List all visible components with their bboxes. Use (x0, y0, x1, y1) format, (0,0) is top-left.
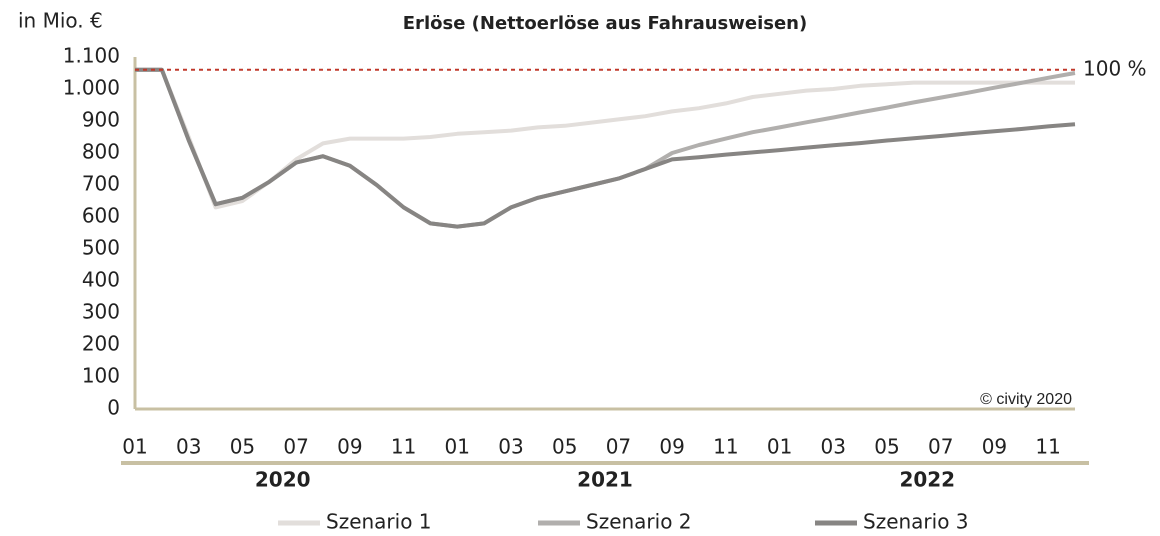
legend-label: Szenario 3 (863, 510, 969, 534)
x-tick-label: 05 (874, 435, 899, 459)
y-tick-label: 300 (82, 300, 120, 324)
x-tick-label: 11 (713, 435, 738, 459)
x-tick-label: 07 (283, 435, 308, 459)
reference-label: 100 % (1083, 56, 1147, 80)
chart-title: Erlöse (Nettoerlöse aus Fahrausweisen) (403, 13, 807, 34)
y-tick-label: 1.100 (63, 44, 120, 68)
y-tick-label: 1.000 (63, 76, 120, 100)
x-tick-label: 05 (552, 435, 577, 459)
y-tick-label: 0 (107, 396, 120, 420)
x-tick-label: 11 (391, 435, 416, 459)
y-tick-label: 200 (82, 332, 120, 356)
x-tick-label: 11 (1035, 435, 1060, 459)
x-tick-label: 09 (337, 435, 362, 459)
y-tick-label: 800 (82, 140, 120, 164)
y-tick-label: 500 (82, 236, 120, 260)
x-tick-label: 05 (230, 435, 255, 459)
x-tick-label: 09 (659, 435, 684, 459)
x-tick-label: 07 (606, 435, 631, 459)
series-line (135, 67, 1076, 229)
year-label: 2022 (899, 468, 955, 492)
x-tick-label: 09 (982, 435, 1007, 459)
series-line (135, 67, 1076, 229)
y-axis-label: in Mio. € (18, 9, 103, 33)
x-tick-label: 03 (176, 435, 201, 459)
legend-label: Szenario 1 (326, 510, 432, 534)
y-tick-label: 700 (82, 172, 120, 196)
y-tick-label: 100 (82, 364, 120, 388)
x-tick-label: 03 (498, 435, 523, 459)
x-tick-label: 01 (767, 435, 792, 459)
x-tick-label: 07 (928, 435, 953, 459)
x-tick-label: 01 (122, 435, 147, 459)
legend-label: Szenario 2 (586, 510, 692, 534)
source: © civity 2020 (980, 391, 1072, 408)
series-line (135, 67, 1075, 210)
x-tick-label: 03 (821, 435, 846, 459)
year-label: 2020 (255, 468, 311, 492)
year-label: 2021 (577, 468, 633, 492)
x-tick-label: 01 (445, 435, 470, 459)
y-tick-label: 900 (82, 108, 120, 132)
y-tick-label: 600 (82, 204, 120, 228)
y-tick-label: 400 (82, 268, 120, 292)
